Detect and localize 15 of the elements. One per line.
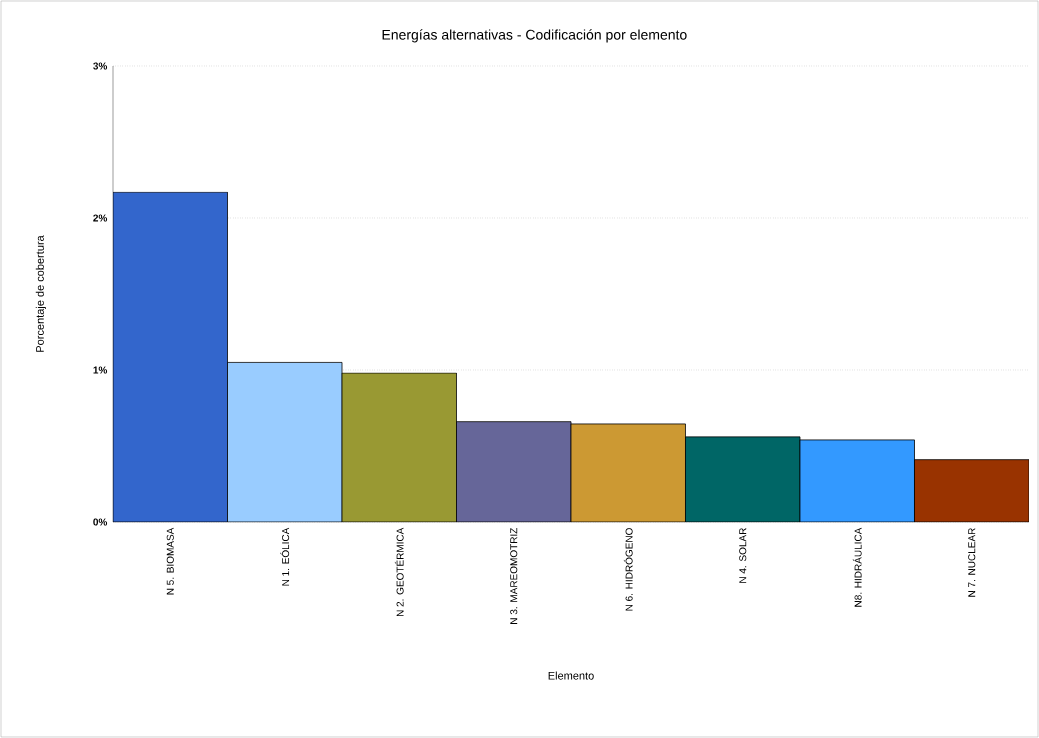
x-tick-label: N 2. GEOTÉRMICA xyxy=(394,527,404,617)
x-tick-label: N 7. NUCLEAR xyxy=(968,528,976,597)
y-tick-label: 3% xyxy=(93,62,108,70)
x-axis-title: Elemento xyxy=(548,671,594,680)
chart-title: Energías alternativas - Codificación por elemento xyxy=(382,29,687,43)
x-tick-label: N 4. SOLAR xyxy=(739,528,747,583)
x-tick-label: N 1. EÓLICA xyxy=(280,527,290,586)
x-tick-label: N 5. BIOMASA xyxy=(166,527,174,595)
y-axis-title: Porcentaje de cobertura xyxy=(35,235,47,352)
x-tick-label: N8. HIDRÁULICA xyxy=(852,527,862,607)
y-tick-label: 2% xyxy=(93,214,108,222)
x-tick-label: N 3. MAREOMOTRIZ xyxy=(510,527,518,624)
x-tick-label: N 6. HIDRÓGENO xyxy=(623,528,633,611)
y-tick-label: 0% xyxy=(93,518,108,526)
y-tick-label: 1% xyxy=(93,366,108,374)
